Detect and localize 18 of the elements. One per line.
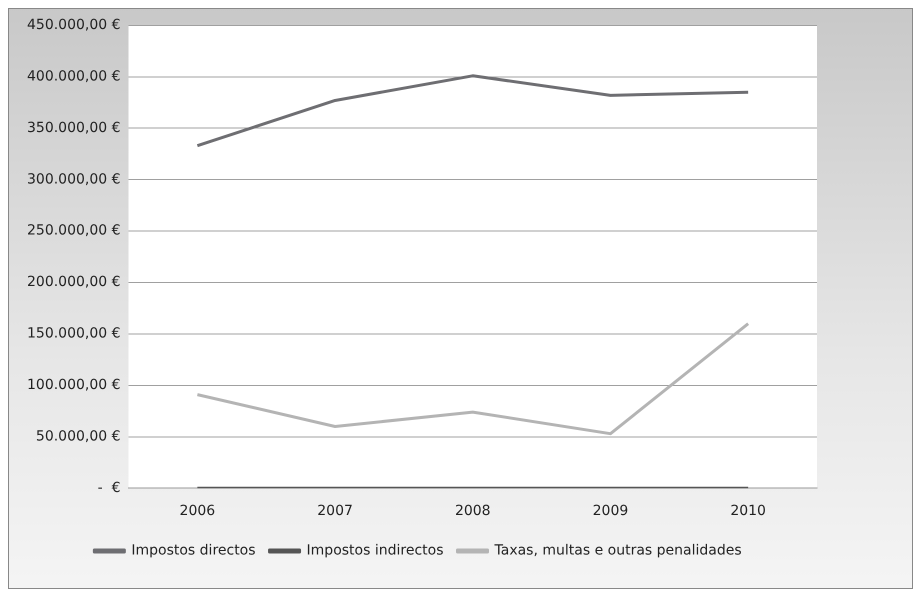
y-tick-label: - €: [98, 480, 121, 496]
y-tick-label: 450.000,00 €: [27, 17, 121, 34]
x-tick-label: 2009: [592, 503, 628, 520]
x-tick-label: 2008: [454, 503, 491, 520]
x-tick-label: 2007: [317, 503, 353, 520]
y-tick-label: 150.000,00 €: [27, 326, 121, 342]
legend-label: Impostos indirectos: [306, 542, 444, 559]
y-tick-label: 350.000,00 €: [27, 120, 121, 136]
x-tick-label: 2006: [180, 503, 216, 520]
y-tick-label: 250.000,00 €: [27, 222, 121, 239]
y-tick-label: 200.000,00 €: [27, 274, 121, 290]
y-tick-label: 400.000,00 €: [27, 68, 121, 84]
legend-label: Impostos directos: [131, 542, 256, 559]
x-tick-label: 2010: [730, 503, 766, 520]
y-tick-label: 300.000,00 €: [27, 171, 121, 188]
legend-label: Taxas, multas e outras penalidades: [494, 542, 742, 559]
y-tick-label: 100.000,00 €: [27, 376, 121, 393]
y-tick-label: 50.000,00 €: [36, 428, 121, 444]
